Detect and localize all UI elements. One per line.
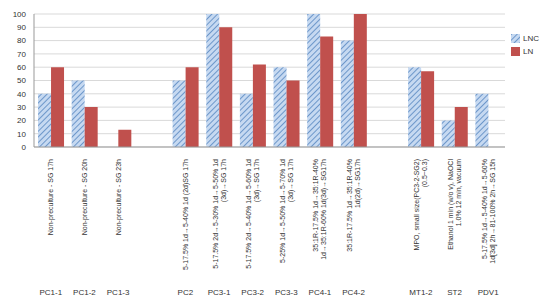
svg-text:10: 10 — [17, 130, 26, 139]
svg-text:30: 30 — [17, 103, 26, 112]
svg-text:Non-preculture - SG 20h: Non-preculture - SG 20h — [81, 159, 89, 235]
svg-text:5-17.5% 1d→5-40% 1d→5-60%1d[3d: 5-17.5% 1d→5-40% 1d→5-60%1d[3d] 2h→81-10… — [481, 159, 497, 264]
svg-text:PC3-2: PC3-2 — [241, 288, 264, 297]
svg-text:PC4-2: PC4-2 — [342, 288, 365, 297]
svg-text:PC2: PC2 — [178, 288, 194, 297]
svg-text:PC1-2: PC1-2 — [73, 288, 96, 297]
svg-text:PC3-1: PC3-1 — [208, 288, 231, 297]
svg-text:PC1-3: PC1-3 — [107, 288, 130, 297]
svg-text:40: 40 — [17, 90, 26, 99]
svg-text:MT1-2: MT1-2 — [409, 288, 433, 297]
svg-text:Ethanol 1 min (w/o v), NaOCl1.: Ethanol 1 min (w/o v), NaOCl1.0% 12 min,… — [447, 159, 462, 250]
html-text:LNC: LNC — [523, 34, 539, 43]
svg-text:5-17.5% 2d→5-30% 1d→5-50% 1d(3: 5-17.5% 2d→5-30% 1d→5-50% 1d(3d)→SG 17h — [212, 159, 228, 269]
svg-text:MPO, small size(PC3-2-SG2)(0.5: MPO, small size(PC3-2-SG2)(0.5~0.3) — [413, 159, 429, 250]
svg-text:Non-preculture - SG 23h: Non-preculture - SG 23h — [115, 159, 123, 235]
svg-text:PC1-1: PC1-1 — [39, 288, 62, 297]
svg-text:PC4-1: PC4-1 — [309, 288, 332, 297]
svg-text:90: 90 — [17, 23, 26, 32]
svg-text:5-17.5% 2d→5-40% 1d→5-60% 1d(3: 5-17.5% 2d→5-40% 1d→5-60% 1d(3d)→SG 17h — [245, 159, 261, 269]
svg-text:100: 100 — [13, 10, 27, 19]
svg-text:5-25% 1d→5-50% 1d→5-70% 1d(3d): 5-25% 1d→5-50% 1d→5-70% 1d(3d)→SG 17h — [279, 159, 295, 263]
svg-text:Non-preculture - SG 17h: Non-preculture - SG 17h — [47, 159, 55, 235]
svg-text:35:1R-17.5% 1d→35:1R-40%1d(2d): 35:1R-17.5% 1d→35:1R-40%1d(2d)→SG17h — [346, 159, 362, 252]
svg-text:80: 80 — [17, 36, 26, 45]
html-text:LN: LN — [523, 47, 534, 56]
svg-text:ST2: ST2 — [447, 288, 462, 297]
svg-text:35:1R-17.5% 1d→35:1R-40%1d→35:: 35:1R-17.5% 1d→35:1R-40%1d→35:1R-60% 1d(… — [312, 159, 328, 260]
svg-text:20: 20 — [17, 116, 26, 125]
svg-text:PDV1: PDV1 — [478, 288, 499, 297]
svg-text:60: 60 — [17, 63, 26, 72]
svg-text:70: 70 — [17, 50, 26, 59]
svg-text:0: 0 — [22, 143, 27, 152]
svg-text:50: 50 — [17, 76, 26, 85]
svg-text:5-17.5% 1d→5-40% 1d (2d)SG 17h: 5-17.5% 1d→5-40% 1d (2d)SG 17h — [182, 159, 190, 270]
svg-text:PC3-3: PC3-3 — [275, 288, 298, 297]
